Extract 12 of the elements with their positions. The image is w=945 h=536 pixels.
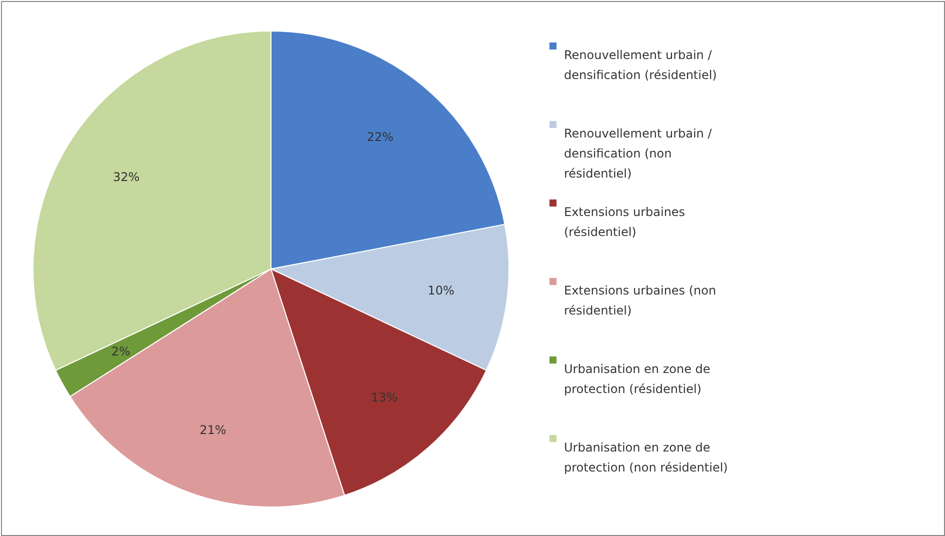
legend-label: Urbanisation en zone de protection (non résidentiel) <box>564 440 728 474</box>
data-label: 10% <box>428 283 454 298</box>
legend-label: Renouvellement urbain / densification (résidentiel) <box>564 48 717 82</box>
data-label: 21% <box>200 423 226 438</box>
data-label: 22% <box>366 130 394 144</box>
data-label: 32% <box>112 170 140 184</box>
legend-label: Extensions urbaines (résidentiel) <box>564 205 686 239</box>
legend-label: Renouvellement urbain / densification (non résidentiel) <box>564 126 713 180</box>
data-label: 13% <box>370 390 398 405</box>
data-label: 2% <box>111 344 130 359</box>
legend-label: Urbanisation en zone de protection (résidentiel) <box>564 362 710 396</box>
legend-label: Extensions urbaines (non résidentiel) <box>564 284 716 318</box>
